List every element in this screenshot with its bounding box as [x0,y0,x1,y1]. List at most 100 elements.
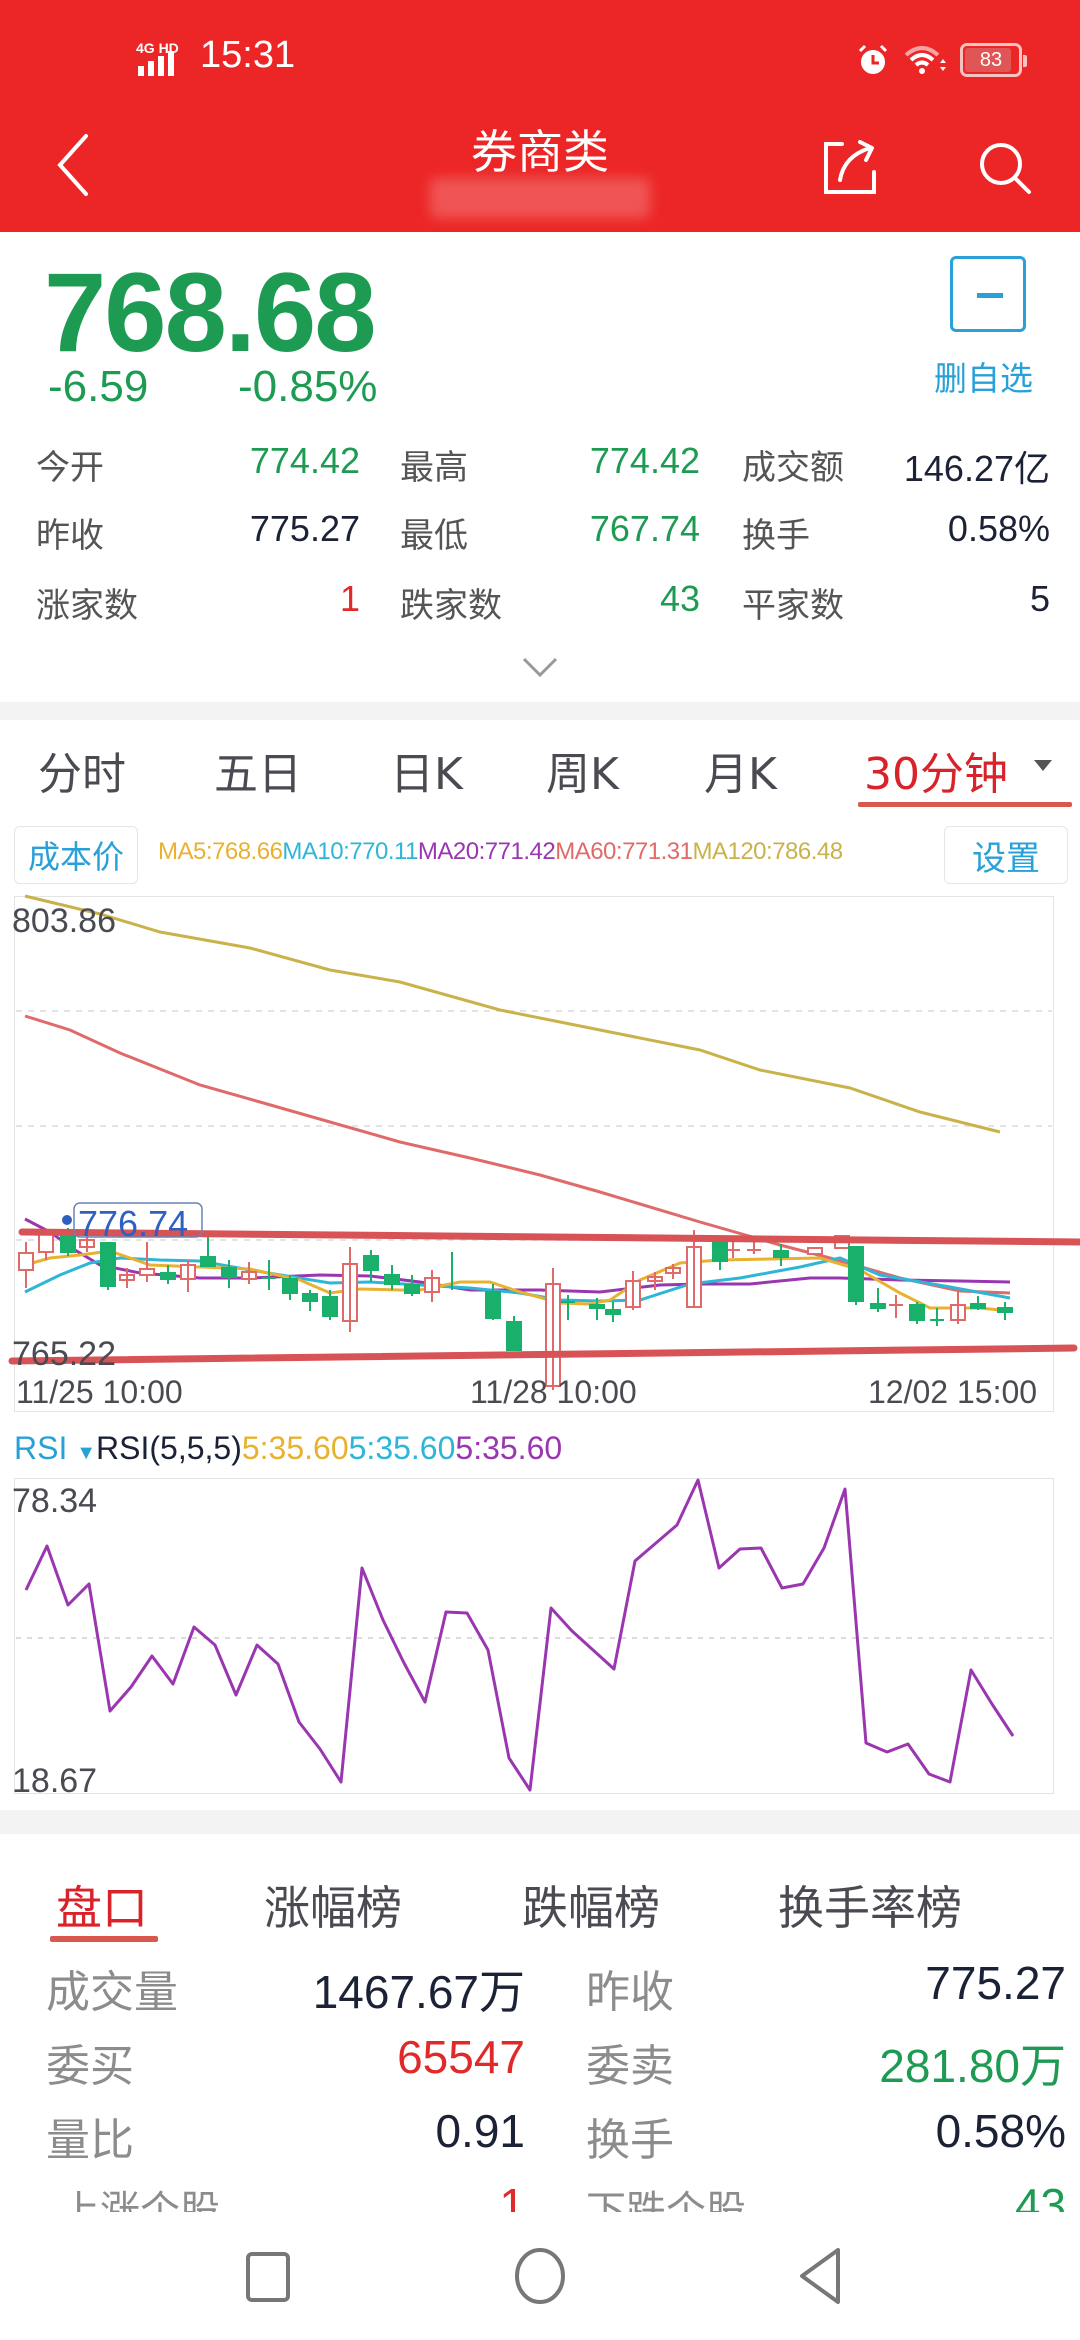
ma10-value: MA10:770.11 [282,838,418,865]
signal-icon: 4G HD [134,40,190,80]
rsi-legend: RSI ▼RSI(5,5,5)5:35.605:35.605:35.60 [14,1430,562,1467]
rsi-y-max-label: 78.34 [12,1482,98,1520]
tab-daily-k[interactable]: 日K [390,749,463,800]
row-label: 量比 [46,2115,134,2166]
section-divider [0,702,1080,720]
cost-price-button[interactable]: 成本价 [14,826,138,884]
stat-value: 1 [339,578,360,619]
tab-weekly-k[interactable]: 周K [546,749,619,800]
expand-chevron-down-icon[interactable] [522,656,558,678]
row-label: 昨收 [586,1967,674,2018]
x-label-start: 11/25 10:00 [16,1374,183,1410]
page-title: 券商类 [471,125,609,179]
stat-label: 成交额 [742,448,844,488]
dropdown-caret-icon[interactable] [1034,760,1052,771]
chevron-left-icon [57,134,88,196]
row-value: 281.80万 [879,2040,1066,2092]
row-label: 换手 [586,2115,674,2166]
wifi-icon [904,46,946,74]
subtitle-blurred [430,178,650,218]
stat-value: 43 [659,578,700,619]
remove-watchlist-label[interactable]: 删自选 [934,359,1033,398]
rsi-line [24,1478,1015,1792]
highlight-price-label: 776.74 [78,1203,189,1244]
stats-row: 今开 774.42 最高 774.42 成交额 146.27亿 [0,440,1080,500]
remove-watchlist-button[interactable] [950,256,1026,332]
ma120-value: MA120:786.48 [692,838,843,865]
ma20-value: MA20:771.42 [417,838,556,865]
resistance-line [18,1228,1080,1246]
stat-label: 今开 [36,448,104,488]
tab-gainers[interactable]: 涨幅榜 [264,1881,402,1935]
ma5-line [24,1249,1011,1313]
row-value: 0.58% [935,2105,1066,2157]
row-value: 1467.67万 [312,1966,525,2018]
current-price: 768.68 [44,250,377,375]
alarm-icon [858,44,888,74]
row-value: 65547 [397,2031,525,2083]
row-value: 0.91 [435,2105,525,2157]
section-divider [0,1810,1080,1834]
rsi-value-2: 5:35.60 [348,1430,456,1466]
back-triangle-icon[interactable] [796,2246,846,2306]
stat-value: 146.27亿 [903,448,1050,489]
rsi-value-1: 5:35.60 [241,1430,349,1466]
status-icons: 83 [856,40,1027,80]
order-book-row-partial: 上涨个股 1 下跌个股 43 [0,2186,1080,2212]
recents-square-icon[interactable] [244,2250,294,2304]
app-header: 4G HD 15:31 83 [0,0,1080,232]
share-button[interactable] [820,138,880,198]
row-label: 委买 [46,2041,134,2092]
rsi-chart[interactable] [14,1478,1054,1794]
stat-label: 最低 [400,516,468,556]
x-label-end: 12/02 15:00 [868,1374,1038,1410]
tab-order-book[interactable]: 盘口 [56,1881,148,1935]
stats-row: 昨收 775.27 最低 767.74 换手 0.58% [0,508,1080,568]
battery-level: 83 [979,48,1003,71]
row-value: 1 [499,2186,525,2212]
stat-label: 昨收 [36,516,104,556]
stat-label: 跌家数 [400,586,502,626]
tab-30min[interactable]: 30分钟 [864,749,1008,800]
back-button[interactable] [50,130,100,200]
active-tab-underline [858,802,1072,807]
price-change-percent: -0.85% [238,362,378,411]
share-icon [824,140,876,194]
minus-icon [977,293,1003,298]
search-icon [980,143,1031,194]
indicator-selector[interactable]: RSI [14,1430,68,1466]
tab-losers[interactable]: 跌幅榜 [522,1881,660,1935]
row-label: 下跌个股 [586,2188,746,2212]
stats-row: 涨家数 1 跌家数 43 平家数 5 [0,578,1080,638]
indicator-dropdown-icon[interactable]: ▼ [76,1442,97,1464]
stat-value: 775.27 [249,508,360,549]
battery-icon: 83 [960,43,1027,77]
search-button[interactable] [975,138,1035,198]
settings-button[interactable]: 设置 [944,826,1068,884]
stat-label: 平家数 [742,586,844,626]
stat-label: 最高 [400,448,468,488]
row-label: 委卖 [586,2041,674,2092]
rsi-plot [16,1478,1052,1792]
kline-chart[interactable] [14,896,1054,1412]
tab-five-day[interactable]: 五日 [214,749,302,800]
stat-value: 774.42 [589,440,700,481]
stat-value: 767.74 [589,508,700,549]
tab-monthly-k[interactable]: 月K [704,749,777,800]
ma60-value: MA60:771.31 [555,838,693,865]
status-time: 15:31 [200,34,296,76]
row-label: 上涨个股 [60,2188,220,2212]
support-line [8,1344,1078,1365]
home-circle-icon[interactable] [512,2246,568,2306]
tab-turnover[interactable]: 换手率榜 [778,1881,962,1935]
rsi-y-min-label: 18.67 [12,1762,98,1800]
stat-label: 换手 [742,516,810,556]
candles [18,1228,1013,1390]
tab-intraday[interactable]: 分时 [38,749,126,800]
rsi-value-3: 5:35.60 [455,1430,563,1466]
stat-value: 5 [1029,578,1050,619]
row-value: 775.27 [925,1957,1066,2009]
active-tab-underline [50,1936,158,1942]
x-label-mid: 11/28 10:00 [470,1374,637,1410]
